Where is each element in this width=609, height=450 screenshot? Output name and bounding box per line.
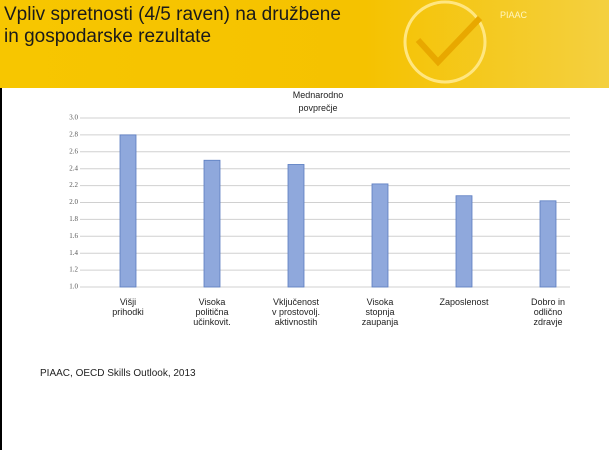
annotation: Mednarodno povprečje — [292, 90, 344, 113]
source: PIAAC, OECD Skills Outlook, 2013 — [40, 368, 196, 379]
bar — [203, 159, 221, 288]
logo-text: PIAAC — [500, 10, 528, 20]
y-tick-label: 1.4 — [69, 249, 78, 257]
left-border — [0, 88, 2, 450]
logo-check — [403, 0, 487, 84]
bar — [539, 200, 557, 288]
slide-title: Vpliv spretnosti (4/5 raven) na družbene… — [4, 4, 341, 47]
x-tick-label: Dobro in odlično zdravje — [530, 297, 566, 327]
bar — [119, 134, 137, 288]
x-tick-label: Višji prihodki — [112, 297, 144, 317]
bar — [371, 183, 389, 288]
y-tick-label: 2.0 — [69, 198, 78, 206]
y-tick-label: 1.2 — [69, 266, 78, 274]
y-tick-label: 1.8 — [69, 215, 78, 223]
x-tick-label: Zaposlenost — [439, 297, 489, 307]
y-tick-label: 1.6 — [69, 232, 78, 240]
header: Vpliv spretnosti (4/5 raven) na družbene… — [0, 0, 609, 88]
bar — [287, 164, 305, 288]
bar — [455, 195, 473, 288]
x-tick-label: Visoka stopnja zaupanja — [361, 297, 399, 327]
y-tick-label: 3.0 — [69, 114, 78, 122]
y-tick-label: 2.4 — [69, 164, 78, 172]
y-tick-label: 1.0 — [69, 283, 78, 291]
y-tick-label: 2.6 — [69, 147, 78, 155]
x-tick-label: Vključenost v prostovolj. aktivnostih — [271, 297, 321, 327]
x-tick-label: Visoka politična učinkovit. — [193, 297, 231, 327]
y-tick-label: 2.2 — [69, 181, 78, 189]
y-tick-label: 2.8 — [69, 131, 78, 139]
